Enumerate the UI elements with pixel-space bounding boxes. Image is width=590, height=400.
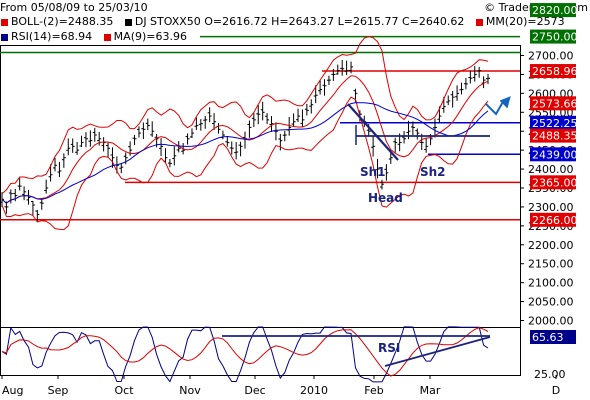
y-tick-label: 2050.00 (528, 296, 574, 309)
legend-row-1: BOLL-(2)=2488.35 DJ STOXX50 O=2616.72 H=… (0, 15, 565, 28)
x-tick-label: Dec (244, 384, 265, 397)
x-tick-label: Aug (2, 384, 23, 397)
levels-layer (0, 35, 520, 221)
projection-path (485, 99, 505, 116)
rsi-tick-label: 25.00 (534, 368, 566, 381)
level-label: 2266.00 (532, 214, 578, 227)
legend-mm20: MM(20)=2573 (485, 15, 565, 28)
x-tick-label: Feb (364, 384, 383, 397)
labels-layer: Sh1 Sh2 Head RSI (360, 165, 446, 355)
legend-swatch-ma9 (103, 33, 111, 41)
ticks-layer: 2000.002050.002100.002150.002200.002250.… (1, 3, 578, 397)
level-badge (530, 115, 576, 130)
x-tick-label: D (552, 384, 560, 397)
legend-ma9: MA(9)=63.96 (113, 30, 187, 43)
level-badge (530, 147, 576, 162)
neck-trend-line (347, 103, 399, 161)
price-panel-frame (0, 45, 521, 328)
rsi-trend-line (384, 336, 491, 367)
bollinger-lower (1, 96, 489, 231)
legend-price: DJ STOXX50 O=2616.72 H=2643.27 L=2615.77… (134, 15, 465, 28)
y-tick-label: 2150.00 (528, 258, 574, 271)
projection-arrow-icon (499, 96, 511, 109)
y-tick-label: 2100.00 (528, 277, 574, 290)
date-range: From 05/08/09 to 25/03/10 (0, 1, 148, 14)
annotation-sh1: Sh1 (360, 165, 386, 179)
x-tick-label: 2010 (300, 384, 328, 397)
legend-row-2: RSI(14)=68.94 MA(9)=63.96 (0, 30, 187, 43)
legend-swatch-rsi (1, 33, 8, 41)
series-layer (0, 35, 490, 383)
legend-boll: BOLL-(2)=2488.35 (11, 15, 114, 28)
y-tick-label: 2300.00 (528, 201, 574, 214)
bollinger-upper (1, 35, 489, 195)
level-badge (530, 212, 576, 227)
level-badge (530, 175, 576, 190)
level-badge (530, 29, 576, 44)
legend-rsi: RSI(14)=68.94 (11, 30, 93, 43)
level-label: 2439.00 (532, 148, 578, 161)
rsi-level-badge (530, 330, 576, 344)
level-label: 2820.00 (532, 4, 578, 17)
level-label: 2522.25 (532, 117, 578, 130)
y-tick-label: 2000.00 (528, 315, 574, 328)
level-label: 2750.00 (532, 31, 578, 44)
annotation-head: Head (368, 191, 403, 205)
level-badge (530, 3, 576, 18)
legend-swatch-price (124, 18, 132, 26)
level-badge (530, 96, 576, 111)
y-tick-label: 2400.00 (528, 163, 574, 176)
x-tick-label: Nov (179, 384, 201, 397)
rsi-level-label: 65.63 (532, 331, 564, 344)
level-label: 2573.66 (532, 97, 578, 110)
annotation-rsi: RSI (378, 341, 400, 355)
level-badge (530, 64, 576, 79)
x-tick-label: Sep (48, 384, 69, 397)
rsi-ma-line (1, 327, 489, 377)
x-tick-label: Oct (114, 384, 134, 397)
legend-swatch-boll (1, 18, 8, 26)
level-label: 2658.96 (532, 65, 578, 78)
long-ma-line (1, 102, 489, 204)
annotation-sh2: Sh2 (420, 165, 446, 179)
drawings-layer (222, 96, 511, 367)
y-tick-label: 2200.00 (528, 239, 574, 252)
level-label: 2365.00 (532, 176, 578, 189)
legend-swatch-mm20 (475, 18, 483, 26)
y-tick-label: 2700.00 (528, 50, 574, 63)
level-badge (530, 128, 576, 143)
level-label: 2488.35 (532, 130, 578, 143)
rsi-line (1, 326, 489, 383)
x-tick-label: Mar (420, 384, 441, 397)
